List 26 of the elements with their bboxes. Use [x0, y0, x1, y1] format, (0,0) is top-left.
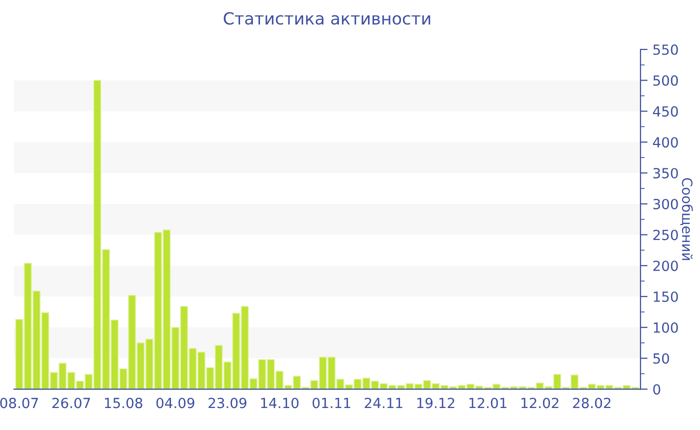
y-tick-label: 200 — [653, 260, 678, 272]
y-tick-label: 250 — [653, 230, 678, 240]
x-tick-label: 28.02 — [573, 398, 610, 408]
x-tick-label: 19.12 — [417, 398, 454, 408]
y-tick-label: 100 — [654, 322, 678, 333]
y-tick-label: 550 — [653, 44, 678, 55]
x-tick-label: 08.07 — [0, 398, 38, 408]
chart-title: Статистика активности — [224, 12, 430, 25]
y-tick-label: 500 — [653, 75, 678, 86]
x-tick-label: 01.11 — [312, 398, 350, 408]
x-tick-label: 15.08 — [104, 398, 142, 408]
y-tick-label: 0 — [653, 384, 660, 395]
y-tick-label: 400 — [652, 137, 678, 148]
y-tick-label: 450 — [652, 106, 678, 117]
y-tick-label: 300 — [653, 198, 678, 210]
x-tick-label: 23.09 — [208, 398, 246, 408]
x-tick-label: 14.10 — [261, 398, 298, 408]
y-tick-label: 50 — [653, 353, 670, 364]
y-axis-title: Сообщений — [680, 178, 693, 260]
y-tick-label: 350 — [653, 168, 678, 178]
y-tick-label: 150 — [654, 291, 678, 302]
x-tick-label: 12.02 — [521, 398, 558, 408]
x-tick-label: 26.07 — [52, 398, 90, 408]
x-tick-label: 04.09 — [156, 398, 194, 408]
x-tick-label: 12.01 — [469, 398, 506, 408]
x-tick-label: 24.11 — [364, 398, 402, 408]
